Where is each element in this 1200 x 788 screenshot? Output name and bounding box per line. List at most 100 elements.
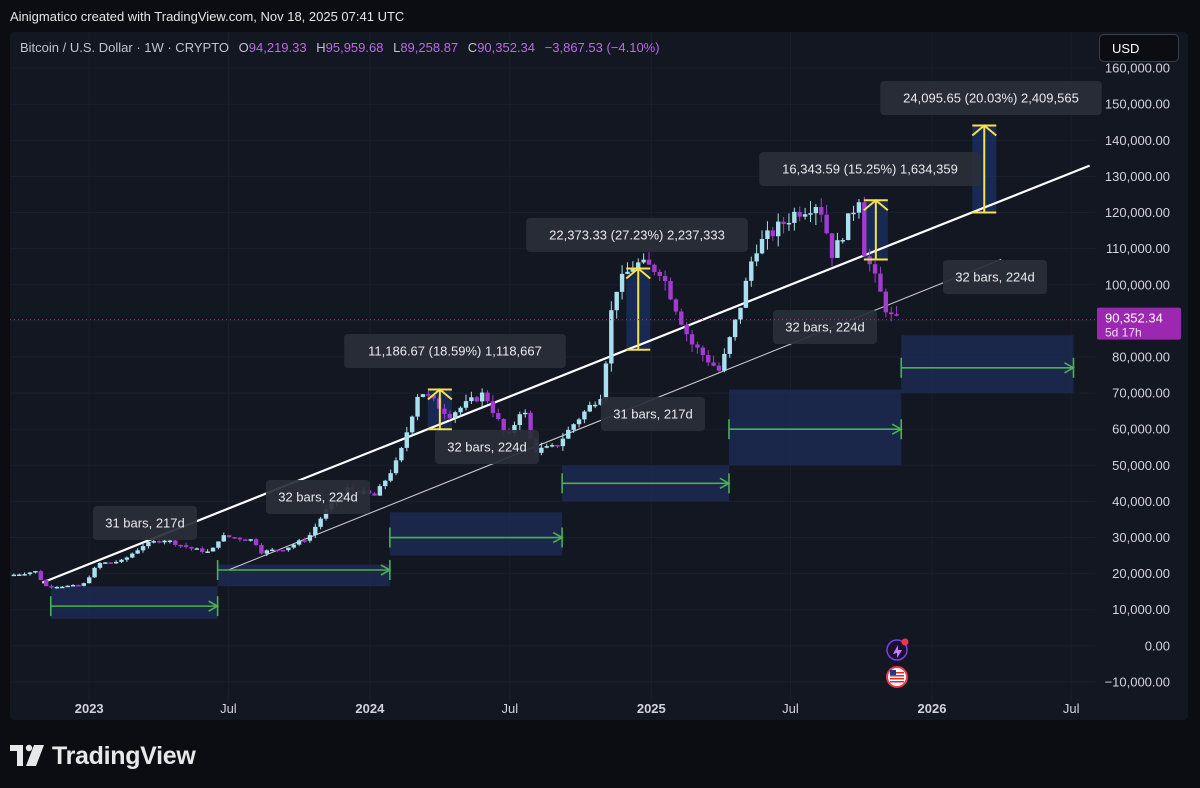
candle-body bbox=[878, 273, 883, 292]
x-tick-label: 2026 bbox=[918, 701, 947, 716]
candle-body bbox=[706, 355, 711, 363]
candle-body bbox=[210, 547, 216, 552]
candle-body bbox=[813, 207, 819, 214]
y-tick-label: 160,000.00 bbox=[1105, 61, 1170, 76]
candle-body bbox=[54, 586, 60, 589]
x-tick-label: 2024 bbox=[355, 701, 385, 716]
symbol-legend: Bitcoin / U.S. Dollar · 1W · CRYPTO O94,… bbox=[20, 40, 660, 55]
candle-body bbox=[560, 438, 566, 447]
low-label: L bbox=[393, 40, 401, 55]
candle-body bbox=[749, 261, 754, 281]
candle-body bbox=[598, 399, 603, 405]
candle-body bbox=[409, 416, 415, 433]
us-flag-icon-stripe bbox=[890, 681, 904, 683]
candle-body bbox=[883, 291, 889, 313]
price-chart[interactable]: 31 bars, 217d 32 bars, 224d 32 bars, 224d 3… bbox=[10, 32, 1188, 720]
candle-body bbox=[851, 212, 856, 215]
open-label: O bbox=[238, 40, 249, 55]
candle-body bbox=[479, 392, 485, 402]
candle-body bbox=[792, 211, 797, 223]
candle-body bbox=[216, 541, 221, 548]
range-label-text: 32 bars, 224d bbox=[447, 440, 527, 455]
candle-body bbox=[695, 344, 700, 348]
event-spark-icon-dot bbox=[901, 638, 909, 646]
candle-body bbox=[716, 365, 722, 371]
candle-body bbox=[523, 412, 528, 415]
range-arrow-head bbox=[891, 423, 903, 435]
x-tick-label: Jul bbox=[1063, 701, 1080, 716]
candle-body bbox=[194, 548, 200, 550]
candle-body bbox=[49, 586, 54, 588]
candle-body bbox=[313, 526, 318, 536]
last-price-value: 90,352.34 bbox=[1105, 311, 1163, 326]
range-box bbox=[901, 335, 1074, 394]
high-value: 95,959.68 bbox=[325, 40, 384, 55]
candle-body bbox=[684, 324, 689, 335]
candle-body bbox=[173, 540, 178, 545]
us-flag-icon-stripe bbox=[890, 678, 904, 680]
candle-body bbox=[183, 545, 189, 547]
candle-body bbox=[286, 547, 291, 551]
candle-body bbox=[270, 549, 275, 552]
range-label-bg bbox=[435, 430, 539, 464]
y-tick-label: 120,000.00 bbox=[1105, 205, 1170, 220]
measure-label-bg bbox=[759, 152, 981, 186]
candle-body bbox=[781, 221, 786, 225]
candle-body bbox=[463, 401, 469, 408]
candle-body bbox=[555, 445, 560, 447]
candle-body bbox=[835, 240, 840, 258]
candle-body bbox=[404, 432, 409, 448]
candle-body bbox=[646, 259, 652, 265]
chart-panel[interactable]: 31 bars, 217d 32 bars, 224d 32 bars, 224d 3… bbox=[10, 32, 1188, 720]
candle-body bbox=[490, 401, 496, 414]
candle-body bbox=[845, 213, 851, 241]
range-label-text: 32 bars, 224d bbox=[278, 490, 358, 505]
candle-body bbox=[43, 580, 49, 587]
y-tick-label: 150,000.00 bbox=[1105, 97, 1170, 112]
candle-body bbox=[259, 545, 264, 554]
range-box bbox=[389, 512, 563, 556]
candle-body bbox=[872, 264, 878, 274]
currency-button[interactable]: USD bbox=[1099, 34, 1179, 62]
candle-body bbox=[862, 202, 867, 257]
trendline bbox=[41, 164, 1091, 584]
candle-body bbox=[388, 473, 393, 481]
candle-body bbox=[549, 445, 555, 447]
candle-body bbox=[81, 583, 87, 586]
close-value: 90,352.34 bbox=[477, 40, 536, 55]
close-label: C bbox=[467, 40, 478, 55]
candle-body bbox=[824, 214, 829, 234]
candle-body bbox=[296, 540, 302, 545]
candle-body bbox=[636, 262, 641, 268]
y-tick-label: 20,000.00 bbox=[1112, 566, 1170, 581]
range-label-bg bbox=[601, 397, 705, 431]
candle-body bbox=[426, 394, 431, 396]
candle-body bbox=[582, 411, 587, 420]
candle-body bbox=[103, 562, 108, 564]
change-value: −3,867.53 (−4.10%) bbox=[544, 40, 660, 55]
candle-body bbox=[652, 264, 657, 272]
candle-body bbox=[189, 546, 194, 549]
candle-body bbox=[87, 577, 92, 584]
candle-body bbox=[146, 541, 151, 547]
measure-label-bg bbox=[526, 218, 748, 252]
candle-body bbox=[442, 408, 447, 414]
measure-label: 11,186.67 (18.59%) 1,118,667 bbox=[344, 334, 566, 368]
range-label: 31 bars, 217d bbox=[93, 506, 197, 540]
candle-body bbox=[431, 395, 436, 399]
candle-body bbox=[108, 562, 113, 564]
candle-body bbox=[754, 253, 759, 262]
y-tick-label: 130,000.00 bbox=[1105, 169, 1170, 184]
candle-body bbox=[205, 551, 210, 553]
y-tick-label: 140,000.00 bbox=[1105, 133, 1170, 148]
range-label-text: 31 bars, 217d bbox=[613, 407, 693, 422]
candle-body bbox=[420, 394, 426, 397]
y-tick-label: 60,000.00 bbox=[1112, 422, 1170, 437]
range-label: 32 bars, 224d bbox=[435, 430, 539, 464]
range-box bbox=[50, 586, 218, 619]
brand-wordmark: TradingView bbox=[52, 742, 196, 770]
candle-body bbox=[243, 539, 248, 541]
range-arrow-head bbox=[719, 477, 731, 490]
candle-body bbox=[662, 275, 668, 282]
